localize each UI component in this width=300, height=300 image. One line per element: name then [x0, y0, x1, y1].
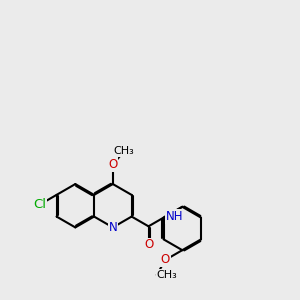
Text: Cl: Cl	[33, 198, 46, 211]
Text: CH₃: CH₃	[114, 146, 134, 156]
Text: O: O	[108, 158, 118, 171]
Text: N: N	[109, 221, 117, 234]
Text: NH: NH	[165, 210, 183, 223]
Text: CH₃: CH₃	[157, 270, 178, 280]
Text: O: O	[144, 238, 153, 251]
Text: O: O	[161, 254, 170, 266]
